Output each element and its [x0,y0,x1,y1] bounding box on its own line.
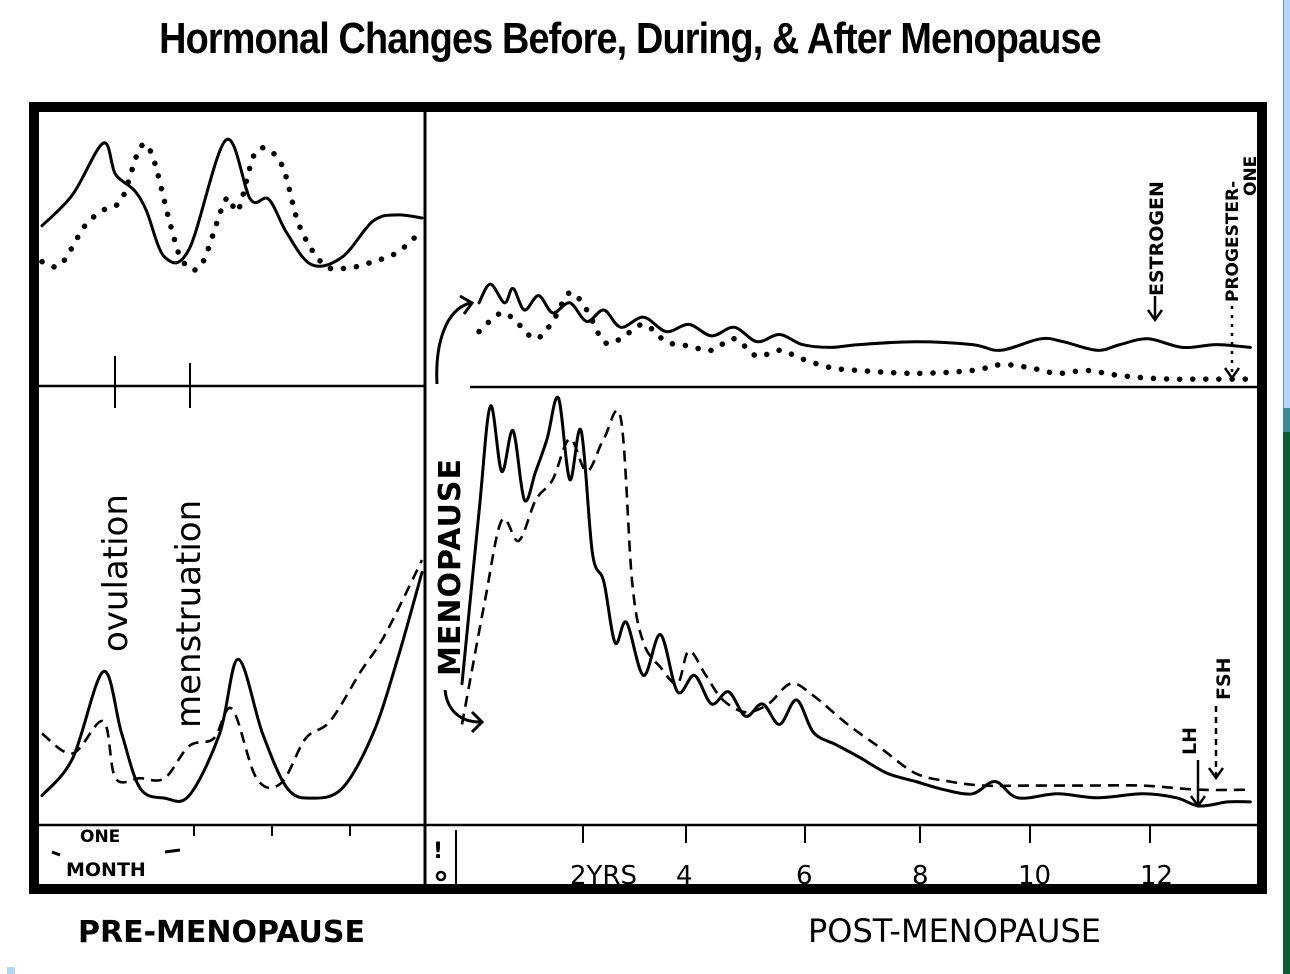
corner-marker [7,967,15,974]
progesterone-annotation-b: ONE [1241,156,1261,196]
chart-title: Hormonal Changes Before, During, & After… [159,14,1102,63]
window-edge-green [1283,432,1290,974]
estrogen-arrow-head [1146,309,1164,323]
post-year-tick-label: 8 [912,861,929,891]
ovulation-label: ovulation [96,494,136,652]
x-tick-zero-arrow: ! [433,839,443,864]
pre-estrogen-line [40,137,424,268]
lh-arrow-head [1189,795,1207,809]
post-progesterone-line [476,289,1254,382]
post-year-tick-label: 6 [796,861,813,891]
window-edge-teal [1283,408,1290,432]
post-year-tick-label: 10 [1018,861,1051,891]
post-year-tick-label: 2YRS [570,861,637,891]
one-month-label-one: ONE [80,827,120,847]
menopause-arrow-down [443,689,481,724]
pre-fsh-line [41,559,424,790]
post-menopause-label: POST-MENOPAUSE [808,912,1101,950]
post-year-tick-label: 12 [1140,861,1173,891]
lh-annotation: LH [1179,727,1201,755]
pre-menopause-label: PRE-MENOPAUSE [78,915,365,950]
chart-frame [29,102,1267,894]
window-edge-blue [1283,0,1290,408]
post-estrogen-line [477,282,1252,352]
pre-progesterone-line [39,140,425,273]
one-month-dash-left [51,850,61,857]
fsh-annotation: FSH [1213,657,1235,700]
menopause-arrow-up-head [459,294,475,315]
post-fsh-line [460,409,1251,792]
menopause-arrow-down-head [470,710,485,734]
pre-lh-line [40,570,424,803]
estrogen-annotation: ESTROGEN [1146,181,1168,296]
ticks-layer: 2YRS 4 6 8 10 12 [193,825,1173,891]
menstruation-label: menstruation [169,500,209,728]
post-lh-line [460,395,1252,808]
one-month-label-month: MONTH [66,859,146,881]
series-layer [39,137,1254,808]
fsh-arrow-head [1207,767,1225,781]
x-tick-zero-circle [435,870,447,882]
progesterone-annotation-a: PROGESTER- [1223,181,1243,302]
menopause-arrow-up [435,301,471,385]
one-month-dash-right [164,848,181,854]
menopause-label: MENOPAUSE [433,458,468,676]
post-year-tick-label: 4 [676,861,693,891]
progesterone-arrow-head [1223,367,1241,381]
